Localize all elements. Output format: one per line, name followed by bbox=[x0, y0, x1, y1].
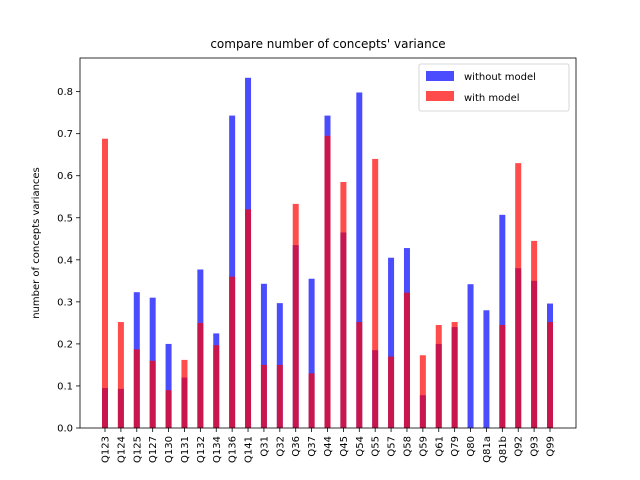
x-tick-label: Q125 bbox=[132, 436, 143, 463]
bar-with-model-q31 bbox=[260, 364, 267, 428]
bar-with-model-q59 bbox=[419, 355, 426, 428]
x-tick-label: Q124 bbox=[116, 436, 127, 463]
bar-without-model-q31 bbox=[260, 283, 267, 428]
y-tick-label: 0.8 bbox=[57, 87, 73, 98]
bar-with-model-q132 bbox=[197, 322, 204, 428]
bar-with-model-q134 bbox=[213, 345, 220, 428]
x-tick-label: Q36 bbox=[291, 436, 302, 457]
x-tick-label: Q123 bbox=[101, 436, 112, 463]
chart-title: compare number of concepts' variance bbox=[210, 37, 445, 51]
bar-with-model-q58 bbox=[403, 292, 410, 428]
x-tick-label: Q45 bbox=[339, 436, 350, 457]
x-tick-label: Q131 bbox=[180, 436, 191, 463]
bar-with-model-q44 bbox=[324, 135, 331, 428]
x-tick-label: Q127 bbox=[148, 436, 159, 463]
x-tick-label: Q81b bbox=[498, 436, 509, 463]
bar-without-model-q136 bbox=[229, 115, 236, 428]
bar-with-model-q123 bbox=[102, 138, 108, 429]
x-tick-label: Q99 bbox=[546, 436, 557, 457]
legend-swatch-with-model bbox=[426, 91, 454, 101]
y-tick-label: 0.6 bbox=[57, 171, 73, 182]
bar-with-model-q36 bbox=[292, 203, 299, 428]
x-tick-label: Q55 bbox=[371, 436, 382, 457]
y-axis-title: number of concepts variances bbox=[31, 167, 42, 319]
bar-without-model-q80 bbox=[467, 284, 474, 428]
x-tick-label: Q134 bbox=[212, 436, 223, 463]
bar-with-model-q54 bbox=[356, 322, 363, 428]
legend: without model with model bbox=[418, 63, 570, 112]
x-tick-label: Q132 bbox=[196, 436, 207, 463]
x-tick-label: Q57 bbox=[387, 436, 398, 457]
bar-without-model-q130 bbox=[165, 343, 172, 428]
bar-without-model-q57 bbox=[388, 257, 395, 428]
bar-with-model-q79 bbox=[451, 322, 458, 428]
x-tick-label: Q92 bbox=[514, 436, 525, 457]
legend-swatch-without-model bbox=[426, 71, 454, 81]
x-tick-label: Q58 bbox=[402, 436, 413, 457]
bar-with-model-q130 bbox=[165, 390, 172, 428]
x-tick-label: Q81a bbox=[482, 436, 493, 463]
y-tick-label: 0.1 bbox=[57, 381, 73, 392]
x-tick-label: Q32 bbox=[275, 436, 286, 457]
bar-without-model-q54 bbox=[356, 92, 363, 428]
x-tick-label: Q61 bbox=[434, 436, 445, 457]
plot-frame bbox=[79, 57, 577, 429]
bar-with-model-q55 bbox=[372, 158, 379, 428]
bar-with-model-q32 bbox=[276, 364, 283, 428]
bar-with-model-q141 bbox=[245, 209, 252, 428]
y-tick-label: 0.0 bbox=[57, 424, 73, 435]
x-tick-label: Q93 bbox=[530, 436, 541, 457]
bars-layer bbox=[102, 77, 553, 429]
legend-label-with-model: with model bbox=[464, 93, 520, 104]
x-tick-label: Q59 bbox=[418, 436, 429, 457]
bar-with-model-q136 bbox=[229, 276, 236, 428]
x-tick-label: Q31 bbox=[259, 436, 270, 457]
y-tick-label: 0.7 bbox=[57, 129, 73, 140]
x-axis-ticks: Q123 Q124 Q125 Q127 Q130 Q131 Q132 Q134 Q136 Q141… bbox=[101, 428, 557, 463]
x-tick-label: Q130 bbox=[164, 436, 175, 463]
bar-with-model-q127 bbox=[149, 360, 156, 428]
x-tick-label: Q44 bbox=[323, 436, 334, 457]
y-tick-label: 0.3 bbox=[57, 297, 73, 308]
x-tick-label: Q80 bbox=[466, 436, 477, 457]
x-tick-label: Q79 bbox=[450, 436, 461, 457]
bar-with-model-q131 bbox=[181, 359, 188, 428]
y-tick-label: 0.5 bbox=[57, 213, 73, 224]
bar-with-model-q99 bbox=[547, 322, 553, 428]
bar-without-model-q81a bbox=[483, 310, 490, 428]
bar-with-model-q45 bbox=[340, 182, 347, 428]
bar-with-model-q81b bbox=[499, 324, 506, 428]
x-tick-label: Q141 bbox=[244, 436, 255, 463]
bar-without-model-q81b bbox=[499, 214, 506, 428]
bar-with-model-q61 bbox=[435, 324, 442, 428]
legend-frame bbox=[418, 63, 570, 112]
bar-without-model-q37 bbox=[308, 278, 315, 428]
bar-with-model-q125 bbox=[133, 349, 140, 429]
legend-label-without-model: without model bbox=[464, 72, 536, 83]
bar-with-model-q92 bbox=[515, 163, 522, 429]
bar-with-model-q57 bbox=[388, 356, 395, 428]
x-tick-label: Q54 bbox=[355, 436, 366, 457]
x-tick-label: Q37 bbox=[307, 436, 318, 457]
bar-with-model-q124 bbox=[117, 322, 124, 428]
bar-with-model-q93 bbox=[531, 240, 538, 428]
bar-with-model-q37 bbox=[308, 373, 315, 428]
y-axis-ticks: 0.0 0.1 0.2 0.3 0.4 0.5 0.6 0.7 0.8 bbox=[57, 87, 80, 435]
x-tick-label: Q136 bbox=[228, 436, 239, 463]
y-tick-label: 0.4 bbox=[57, 255, 73, 266]
y-tick-label: 0.2 bbox=[57, 339, 73, 350]
